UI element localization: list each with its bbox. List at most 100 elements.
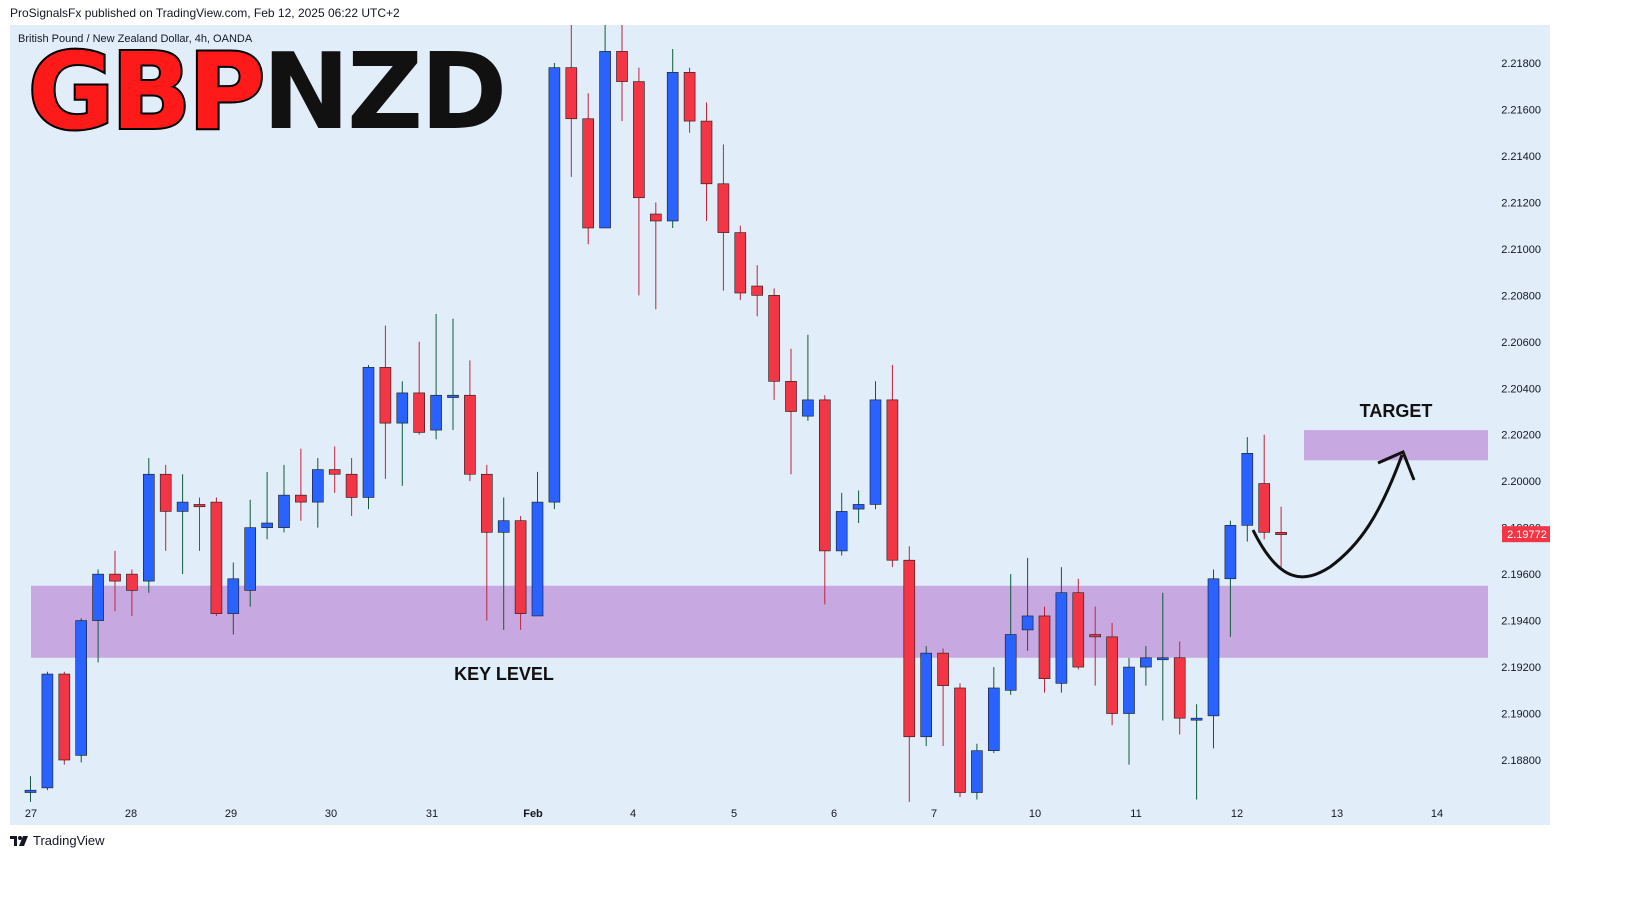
candle-body-bull — [599, 51, 611, 229]
candle-body-bull — [531, 501, 544, 617]
candle-body-bear — [345, 473, 358, 498]
candle — [464, 360, 476, 482]
y-tick-label: 2.20800 — [1501, 290, 1541, 302]
candle — [1106, 622, 1118, 726]
candle-body-bull — [176, 501, 189, 512]
candle-body-bull — [1224, 525, 1237, 580]
candle — [717, 144, 730, 291]
brand-title-nzd: NZD — [262, 31, 507, 153]
candle — [176, 474, 189, 575]
chart-area[interactable]: KEY LEVEL TARGET 2.21800 2.21600 2.21400 2.2… — [10, 25, 1550, 825]
x-tick-label: 13 — [1331, 808, 1343, 820]
candle-body-bear — [954, 687, 966, 793]
candle-body-bull — [1190, 717, 1203, 721]
candle-body-bear — [683, 71, 696, 122]
candle — [1072, 578, 1085, 670]
candle — [430, 313, 442, 440]
projection-arrow-curve — [1251, 454, 1404, 579]
candle — [852, 490, 865, 524]
candle-body-bear — [903, 559, 916, 738]
candle-body-bull — [802, 399, 814, 417]
candle — [328, 446, 341, 493]
candle — [1038, 606, 1051, 693]
candle-body-bull — [75, 620, 87, 756]
candle — [1173, 641, 1186, 735]
candle-body-bull — [1004, 634, 1017, 691]
candle-body-bear — [700, 120, 713, 185]
last-price-badge — [1502, 526, 1550, 543]
candle-body-bear — [210, 501, 223, 614]
brand-title: GBPNZD — [26, 38, 507, 147]
candle — [785, 348, 797, 475]
candle — [126, 569, 138, 616]
candle — [616, 25, 628, 122]
candle — [514, 516, 527, 630]
candle — [531, 471, 544, 617]
y-tick-label: 2.18800 — [1501, 755, 1541, 767]
candle-body-bear — [58, 673, 71, 761]
y-tick-label: 2.20000 — [1501, 476, 1541, 488]
y-tick-label: 2.21200 — [1501, 197, 1541, 209]
candle-body-bear — [159, 473, 172, 512]
candle-body-bull — [92, 573, 104, 621]
key-level-zone — [31, 585, 1488, 658]
candle — [971, 743, 983, 800]
candle — [1055, 567, 1068, 693]
candle-body-bull — [244, 527, 256, 591]
candlestick-chart[interactable]: KEY LEVEL TARGET 2.21800 2.21600 2.21400 2.2… — [10, 25, 1550, 825]
candle — [1190, 704, 1203, 800]
candle-body-bear — [582, 118, 595, 229]
x-tick-label: 12 — [1231, 808, 1243, 820]
candle-body-bull — [920, 652, 933, 738]
candle-body-bear — [633, 81, 645, 199]
candle-body-bear — [751, 285, 764, 296]
candle — [751, 265, 764, 317]
candle — [666, 49, 679, 228]
candle — [497, 497, 510, 630]
candle — [649, 202, 662, 310]
y-tick-label: 2.20200 — [1501, 430, 1541, 442]
candle — [1241, 437, 1254, 542]
tradingview-footer[interactable]: TradingView — [10, 833, 105, 848]
candle-body-bear — [937, 652, 949, 686]
candle-body-bull — [447, 394, 459, 398]
candle-body-bull — [311, 469, 324, 503]
candle — [1021, 557, 1034, 651]
y-tick-label: 2.21000 — [1501, 244, 1541, 256]
candle-body-bear — [886, 399, 899, 561]
candle — [143, 457, 155, 593]
candle-body-bull — [1241, 453, 1254, 526]
candle — [261, 471, 273, 540]
x-tick-label: 5 — [731, 808, 737, 820]
candle-body-bear — [1173, 657, 1186, 719]
y-tick-label: 2.19400 — [1501, 616, 1541, 628]
candle — [210, 497, 223, 616]
y-tick-label: 2.21600 — [1501, 104, 1541, 116]
y-tick-label: 2.19600 — [1501, 569, 1541, 581]
candle — [447, 318, 459, 431]
candle — [869, 381, 882, 510]
candle-body-bull — [227, 578, 240, 614]
candle-body-bear — [785, 380, 797, 412]
candle — [886, 365, 899, 568]
candle — [159, 464, 172, 551]
candle — [1004, 574, 1017, 695]
candle — [1224, 520, 1237, 637]
candle — [193, 497, 206, 551]
tradingview-logo-icon — [10, 835, 28, 846]
candle — [582, 93, 595, 245]
candle — [683, 67, 696, 133]
candle — [362, 365, 375, 510]
candle — [109, 550, 121, 612]
candle — [379, 325, 392, 479]
candle-body-bear — [1072, 592, 1085, 668]
candle — [734, 225, 747, 300]
candle — [396, 381, 409, 486]
candle — [24, 776, 37, 802]
candle-body-bull — [24, 789, 37, 793]
candle — [565, 25, 578, 177]
candle-body-bull — [1140, 657, 1152, 668]
candle-body-bull — [143, 473, 155, 582]
candle-body-bull — [666, 71, 679, 222]
candle-body-bull — [869, 399, 882, 505]
